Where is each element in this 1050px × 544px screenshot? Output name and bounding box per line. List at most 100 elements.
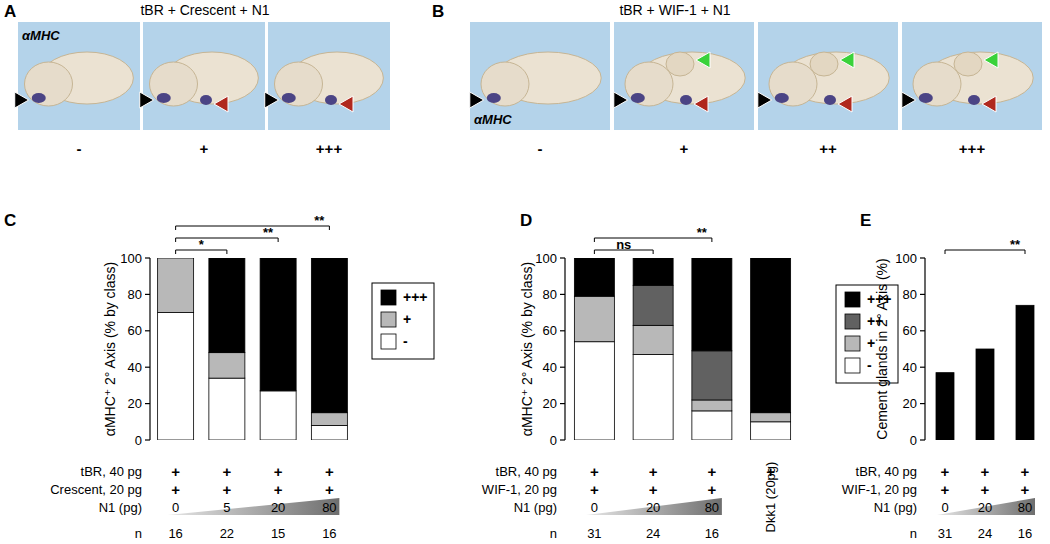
panel-title: tBR + WIF-1 + N1: [619, 2, 730, 18]
x-tick-label: 0: [172, 500, 179, 515]
embryo-head: [25, 62, 73, 106]
significance-label: **: [263, 225, 274, 240]
panel-letter: C: [4, 211, 16, 230]
embryo-head: [150, 62, 198, 106]
significance-label: ns: [616, 237, 631, 252]
n-value: 31: [587, 526, 601, 541]
class-label: +: [680, 140, 689, 157]
n1-wedge: [937, 498, 1035, 515]
bar-segment: [574, 258, 614, 296]
legend-label: -: [403, 333, 408, 349]
arrowhead: [140, 92, 154, 108]
n-value: 24: [978, 526, 992, 541]
legend-swatch: [845, 336, 860, 351]
y-tick: [920, 294, 925, 295]
arrowhead: [214, 96, 228, 112]
y-tick: [560, 330, 565, 331]
x-axis-label: N1 (pg): [99, 500, 142, 515]
bar-segment: [574, 342, 614, 440]
arrowhead: [902, 92, 916, 108]
y-tick-label: 20: [903, 396, 917, 411]
bar-segment: [633, 354, 673, 440]
embryo-head: [275, 62, 323, 106]
legend-swatch: [845, 314, 860, 329]
stain-primary: [631, 93, 645, 103]
bar-segment: [633, 325, 673, 354]
y-tick-label: 60: [903, 323, 917, 338]
bar-segment: [209, 378, 245, 440]
y-tick: [560, 439, 565, 440]
stain-label: αMHC: [22, 28, 60, 43]
bar-segment: [633, 285, 673, 325]
x-axis-label: N1 (pg): [514, 500, 557, 515]
significance-label: *: [199, 237, 205, 252]
arrowhead: [984, 52, 998, 68]
arrowhead: [694, 96, 708, 112]
condition-label: tBR, 40 pg: [496, 464, 557, 479]
legend-label: +: [403, 311, 411, 327]
stain-secondary: [200, 95, 212, 105]
x-tick-label: 20: [646, 500, 660, 515]
n-label: n: [910, 526, 917, 541]
legend-swatch: [381, 290, 396, 305]
condition-value: +: [171, 481, 180, 498]
legend-swatch: [845, 358, 860, 373]
arrowhead: [265, 92, 279, 108]
x-tick-label: 0: [591, 500, 598, 515]
x-tick-label: 80: [705, 500, 719, 515]
panel-title: tBR + Crescent + N1: [140, 2, 269, 18]
embryo-photo: [268, 22, 390, 130]
condition-value: +: [649, 481, 658, 498]
bar-segment: [209, 258, 245, 353]
y-tick-label: 0: [550, 433, 557, 448]
y-tick-label: 20: [543, 396, 557, 411]
x-tick-label: 80: [322, 500, 336, 515]
plot-area: [574, 258, 790, 440]
bar-segment: [311, 425, 347, 440]
secondary-head: [666, 52, 694, 76]
significance-bracket: [594, 238, 712, 242]
legend-swatch: [845, 292, 860, 307]
stain-secondary: [824, 95, 836, 105]
bar-segment: [692, 258, 732, 351]
stain-primary: [282, 93, 296, 103]
arrowhead: [470, 92, 484, 108]
y-tick-label: 20: [128, 396, 142, 411]
bar: [936, 373, 954, 440]
bar-segment: [158, 258, 194, 259]
n-value: 15: [271, 526, 285, 541]
n-value: 16: [168, 526, 182, 541]
class-label: +: [200, 140, 209, 157]
panel-letter: D: [520, 211, 532, 230]
y-tick: [145, 330, 150, 331]
x-tick-label: 5: [223, 500, 230, 515]
arrowhead: [982, 96, 996, 112]
condition-value: +: [981, 463, 990, 480]
y-tick-label: 80: [903, 287, 917, 302]
embryo-photo: [470, 22, 610, 130]
x-tick-label: 0: [941, 500, 948, 515]
condition-value: +: [649, 463, 658, 480]
condition-value: +: [590, 481, 599, 498]
panel-letter: B: [432, 2, 444, 21]
condition-value: +: [222, 481, 231, 498]
condition-value: +: [590, 463, 599, 480]
embryo-head: [769, 62, 817, 106]
n-value: 24: [646, 526, 660, 541]
bar-segment: [751, 258, 791, 413]
y-axis: [564, 258, 565, 440]
n1-wedge: [168, 498, 340, 515]
y-tick-label: 40: [128, 360, 142, 375]
x-axis-label: N1 (pg): [874, 500, 917, 515]
arrowhead: [696, 52, 710, 68]
stain-primary: [157, 93, 171, 103]
condition-value: +: [171, 463, 180, 480]
stain-primary: [487, 93, 501, 103]
arrowhead: [838, 96, 852, 112]
bar: [976, 349, 994, 440]
y-tick: [145, 257, 150, 258]
stain-secondary: [325, 95, 337, 105]
bar-segment: [692, 351, 732, 400]
embryo-photo: [902, 22, 1042, 130]
stain-primary: [32, 93, 46, 103]
